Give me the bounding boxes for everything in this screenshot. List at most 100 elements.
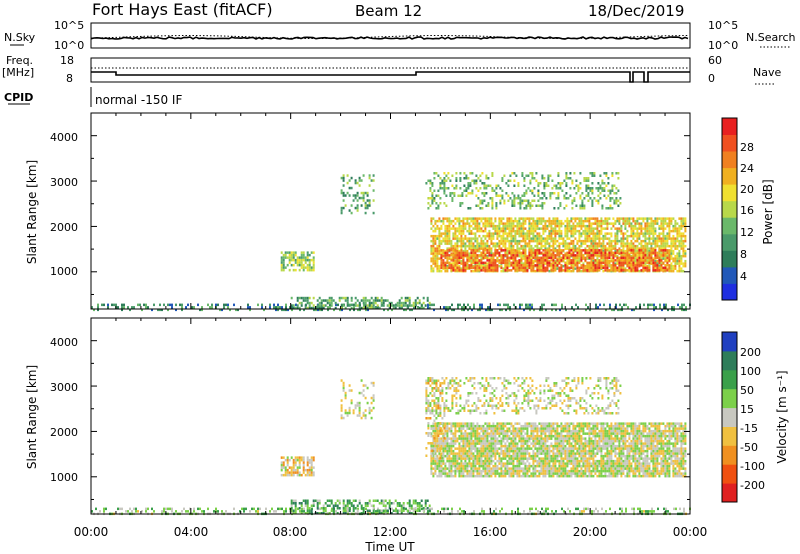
data-cell — [320, 512, 323, 515]
data-cell — [294, 468, 297, 472]
data-cell — [374, 296, 377, 300]
data-cell — [546, 249, 549, 252]
data-cell — [450, 259, 453, 262]
data-cell — [280, 256, 283, 259]
data-cell — [478, 224, 481, 228]
data-cell — [604, 217, 607, 220]
data-cell — [346, 504, 349, 507]
data-cell — [430, 469, 433, 473]
data-cell — [602, 242, 605, 245]
data-cell — [522, 266, 525, 270]
data-cell — [600, 261, 603, 265]
data-cell — [508, 259, 511, 263]
data-cell — [526, 256, 529, 260]
data-cell — [336, 499, 339, 502]
data-cell — [590, 259, 593, 263]
data-cell — [440, 464, 443, 468]
data-cell — [145, 303, 147, 307]
data-cell — [608, 259, 611, 263]
data-cell — [294, 306, 297, 310]
data-cell — [388, 499, 391, 502]
data-cell — [605, 174, 608, 177]
data-cell — [370, 296, 373, 300]
data-cell — [364, 396, 367, 400]
data-cell — [431, 199, 434, 202]
data-cell — [376, 499, 379, 502]
data-cell — [684, 234, 687, 238]
data-cell — [443, 189, 446, 192]
data-cell — [509, 197, 512, 200]
beam-label: Beam 12 — [355, 2, 422, 20]
data-cell — [292, 473, 295, 477]
data-cell — [612, 266, 615, 270]
data-cell — [634, 252, 637, 255]
data-cell — [324, 502, 327, 505]
data-cell — [445, 204, 448, 207]
data-cell — [622, 264, 625, 267]
data-cell — [568, 224, 571, 228]
data-cell — [514, 229, 517, 233]
data-cell — [296, 261, 299, 264]
data-cell — [504, 264, 507, 267]
data-cell — [594, 262, 597, 265]
data-cell — [662, 269, 665, 272]
data-cell — [578, 254, 581, 257]
data-cell — [512, 237, 515, 240]
data-cell — [491, 204, 494, 207]
data-cell — [652, 249, 655, 252]
data-cell — [682, 222, 685, 225]
data-cell — [308, 471, 311, 474]
data-cell — [408, 502, 411, 505]
data-cell — [412, 502, 415, 505]
data-cell — [583, 179, 586, 182]
data-cell — [348, 406, 351, 410]
data-cell — [434, 264, 437, 268]
data-cell — [532, 251, 535, 255]
data-cell — [596, 227, 599, 230]
data-cell — [586, 234, 589, 238]
data-cell — [372, 399, 375, 402]
data-cell — [354, 304, 357, 307]
data-cell — [133, 507, 135, 511]
data-cell — [275, 308, 277, 312]
data-cell — [434, 464, 437, 468]
data-cell — [472, 219, 475, 223]
data-cell — [466, 219, 469, 223]
data-cell — [315, 308, 317, 312]
data-cell — [666, 217, 669, 220]
data-cell — [544, 247, 547, 250]
data-cell — [474, 237, 477, 240]
data-cell — [522, 219, 525, 223]
data-cell — [631, 308, 633, 312]
data-cell — [672, 234, 675, 238]
data-cell — [450, 247, 453, 250]
data-cell — [593, 174, 596, 177]
data-cell — [292, 471, 295, 474]
data-cell — [311, 507, 313, 511]
data-cell — [418, 502, 421, 505]
data-cell — [658, 259, 661, 262]
data-cell — [662, 257, 665, 260]
data-cell — [544, 242, 547, 245]
data-cell — [290, 296, 293, 300]
data-cell — [672, 227, 675, 230]
data-cell — [338, 299, 341, 302]
data-cell — [538, 234, 541, 238]
data-cell — [481, 207, 484, 210]
data-cell — [456, 249, 459, 253]
data-cell — [481, 303, 483, 307]
data-cell — [660, 264, 663, 267]
data-cell — [559, 308, 561, 312]
data-cell — [294, 471, 297, 474]
data-cell — [539, 204, 542, 207]
data-cell — [452, 227, 455, 230]
data-cell — [542, 254, 545, 257]
data-cell — [642, 249, 645, 253]
nsearch-tick-high: 10^5 — [708, 19, 738, 32]
data-cell — [302, 263, 305, 267]
data-cell — [529, 172, 532, 175]
data-cell — [193, 306, 195, 309]
data-cell — [512, 247, 515, 250]
data-cell — [610, 239, 613, 243]
data-cell — [321, 308, 323, 312]
